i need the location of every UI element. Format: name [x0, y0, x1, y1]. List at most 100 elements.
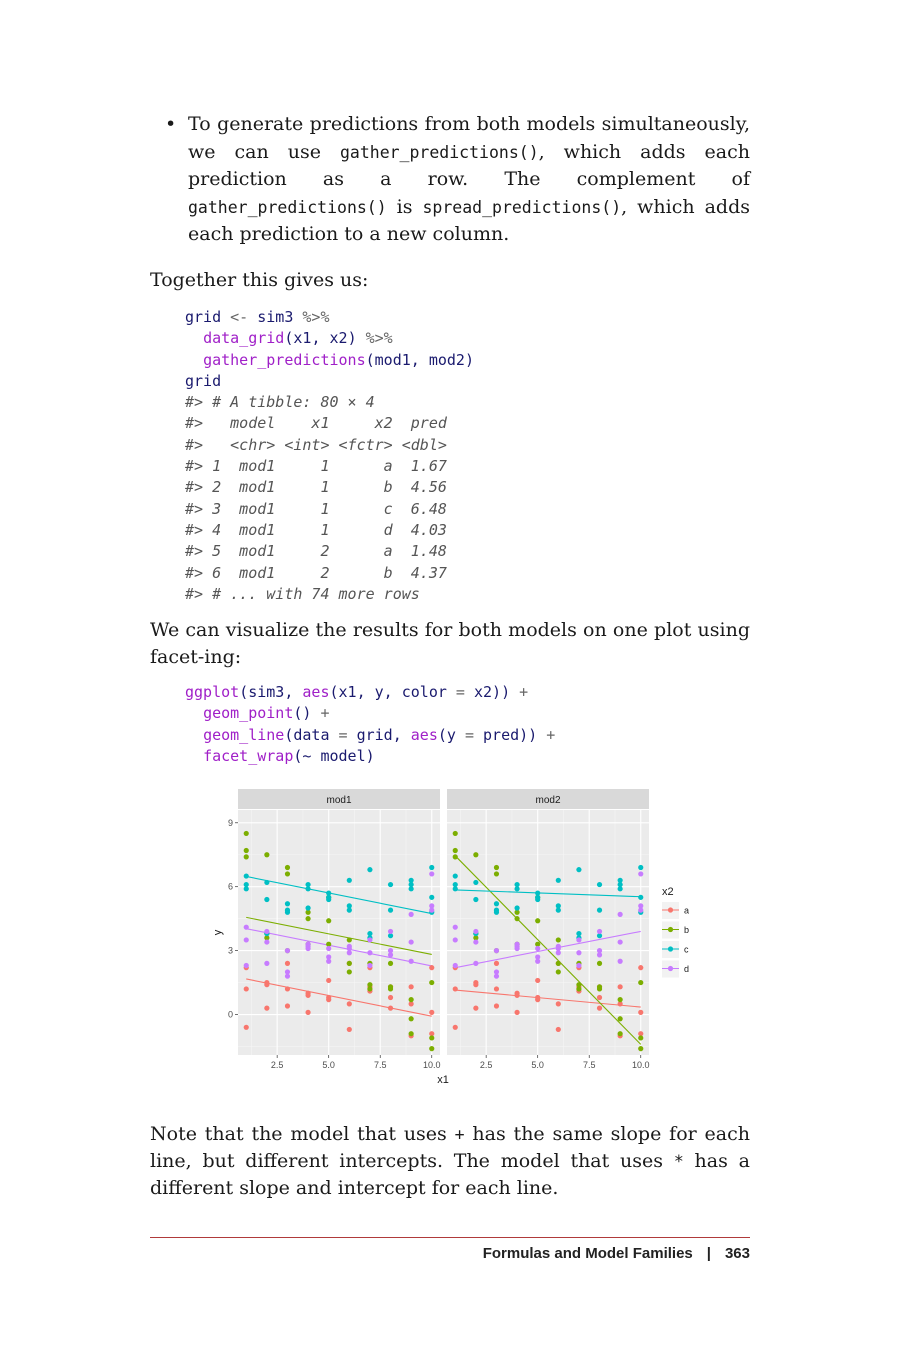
- x-tick-label: 7.5: [374, 1060, 387, 1070]
- fit-line-c: [246, 875, 432, 915]
- data-point-c: [596, 881, 603, 888]
- code-token: gather_predictions: [203, 350, 366, 369]
- data-point-a: [408, 984, 414, 990]
- data-point-a: [514, 992, 520, 998]
- data-point-d: [305, 943, 311, 949]
- fit-line-d: [246, 928, 432, 967]
- code-token: (y: [437, 725, 465, 744]
- data-point-b: [555, 937, 561, 943]
- data-point-b: [243, 830, 249, 837]
- code-token: facet_wrap: [203, 746, 294, 765]
- data-point-d: [638, 871, 644, 877]
- data-point-d: [264, 939, 270, 945]
- data-point-b: [535, 941, 541, 947]
- data-point-b: [638, 979, 644, 986]
- code-token: aes: [302, 683, 330, 701]
- bullet-item: • To generate predictions from both mode…: [165, 111, 750, 249]
- note-text-part: has the same slope for each line, but di…: [150, 1123, 751, 1172]
- data-point-a: [514, 1009, 520, 1015]
- code-token: (): [293, 704, 321, 723]
- data-point-d: [596, 952, 603, 958]
- data-point-b: [638, 1035, 644, 1041]
- data-point-c: [326, 890, 332, 896]
- data-point-c: [264, 896, 270, 903]
- code-line: grid <- sim3 %>%: [185, 308, 330, 326]
- data-point-d: [387, 952, 394, 958]
- data-point-d: [473, 939, 479, 945]
- data-point-d: [473, 928, 479, 935]
- inline-code: +: [454, 1125, 465, 1144]
- data-point-a: [617, 1001, 623, 1007]
- data-point-c: [305, 881, 311, 888]
- code-token: #> model x1 x2 pred: [185, 414, 447, 433]
- data-point-b: [243, 847, 249, 854]
- legend-key-point: [667, 926, 674, 933]
- code-token: #> 5 mod1 2 a 1.48: [185, 542, 447, 561]
- data-point-d: [576, 962, 582, 969]
- data-point-b: [452, 854, 458, 860]
- data-point-b: [555, 960, 561, 966]
- data-point-b: [452, 847, 458, 854]
- data-point-c: [408, 877, 414, 883]
- data-point-d: [555, 950, 561, 956]
- data-point-a: [452, 986, 458, 992]
- data-point-a: [493, 986, 500, 992]
- data-point-c: [514, 886, 520, 892]
- facet-strip: [238, 789, 440, 809]
- data-point-a: [638, 1031, 644, 1037]
- data-point-c: [452, 873, 458, 879]
- data-point-c: [387, 881, 394, 888]
- data-point-d: [638, 907, 644, 913]
- data-point-c: [284, 907, 291, 913]
- code-token: %>%: [293, 308, 330, 326]
- fit-line-a: [246, 978, 432, 1017]
- data-point-c: [367, 930, 373, 937]
- data-point-c: [638, 894, 644, 900]
- code-token: (~ model): [293, 746, 375, 765]
- data-point-a: [429, 1031, 435, 1037]
- code-token: ): [347, 329, 366, 348]
- code-token: grid: [185, 371, 222, 390]
- data-point-b: [346, 969, 352, 975]
- data-point-d: [326, 954, 332, 960]
- data-point-a: [326, 977, 332, 984]
- data-point-c: [429, 894, 435, 900]
- data-point-b: [473, 935, 479, 941]
- code-line: #> # ... with 74 more rows: [185, 585, 420, 603]
- data-point-b: [473, 852, 479, 858]
- code-token: sim3: [257, 308, 294, 326]
- code-token: aes: [410, 725, 438, 744]
- bullet-text-part: , which adds each prediction to a new co…: [188, 195, 750, 246]
- bullet-symbol: •: [165, 113, 177, 135]
- data-point-a: [535, 997, 541, 1003]
- data-point-b: [514, 916, 520, 922]
- data-point-c: [596, 907, 603, 913]
- data-point-c: [346, 877, 352, 883]
- data-point-b: [305, 916, 311, 922]
- data-point-a: [408, 1001, 414, 1007]
- facet-strip-label: mod2: [535, 795, 560, 806]
- data-point-d: [284, 948, 291, 954]
- data-point-d: [367, 950, 373, 956]
- data-point-c: [452, 886, 458, 892]
- code-token: =: [338, 725, 348, 744]
- code-token: (: [284, 329, 294, 348]
- code-line: #> 2 mod1 1 b 4.56: [185, 478, 447, 496]
- data-point-d: [367, 937, 373, 943]
- code-block-grid: grid <- sim3 %>% data_grid(x1, x2) %>% g…: [185, 307, 474, 605]
- data-point-b: [576, 986, 582, 992]
- data-point-c: [473, 896, 479, 903]
- data-point-c: [514, 905, 520, 911]
- facet-panel-mod2: mod2 2.5 5.0 7.5 10.0: [447, 789, 650, 1070]
- paragraph-note: Note that the model that uses + has the …: [150, 1121, 750, 1202]
- data-point-a: [473, 982, 479, 988]
- code-token: x1: [293, 329, 312, 348]
- data-point-c: [535, 896, 541, 903]
- data-point-b: [617, 997, 623, 1003]
- data-point-d: [452, 962, 458, 969]
- data-point-c: [617, 886, 623, 892]
- code-line: data_grid(x1, x2) %>%: [185, 329, 393, 347]
- data-point-a: [429, 965, 435, 971]
- code-token: grid: [185, 308, 222, 326]
- data-point-d: [535, 954, 541, 960]
